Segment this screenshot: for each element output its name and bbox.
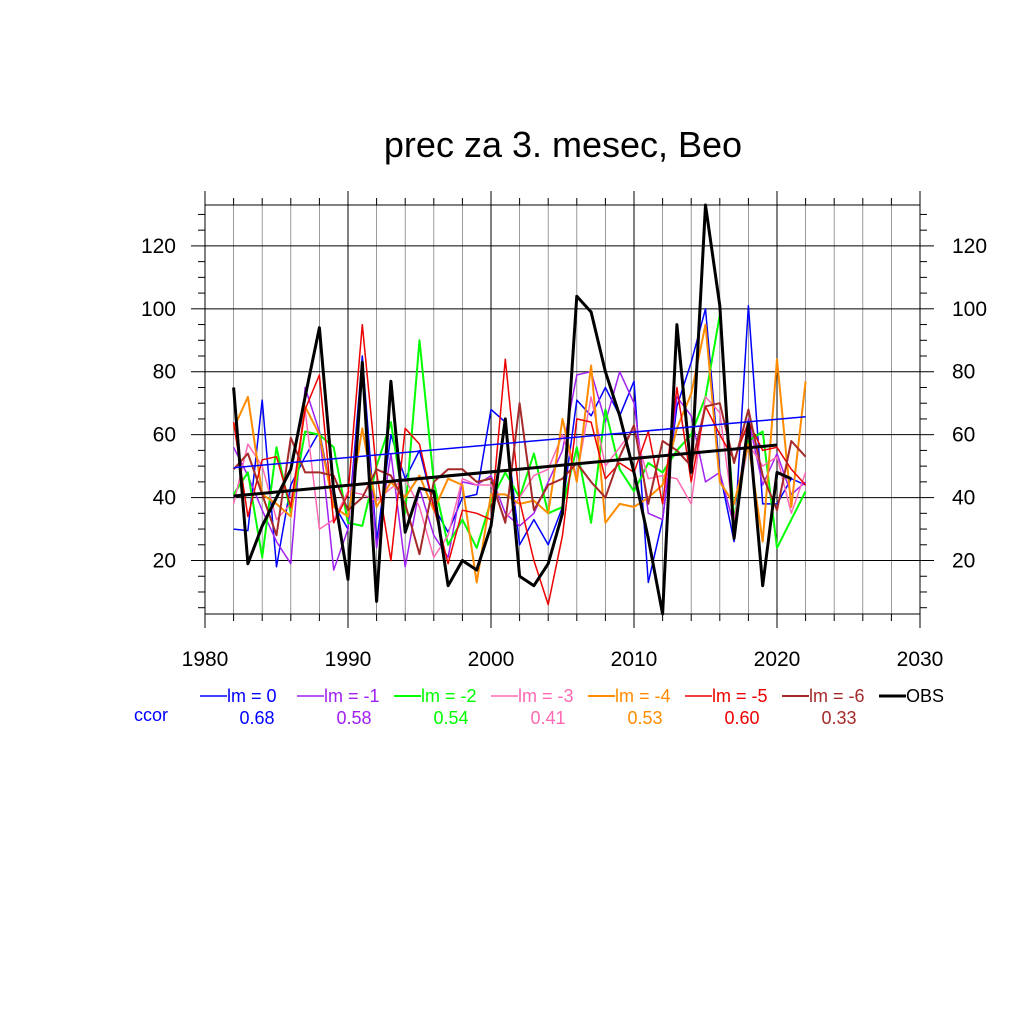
y-tick-label-left: 20: [153, 550, 176, 573]
x-tick-label: 2020: [754, 648, 801, 671]
y-tick-label-left: 100: [141, 298, 176, 321]
ccor-value-5: 0.60: [724, 708, 759, 728]
ccor-value-4: 0.53: [627, 708, 662, 728]
axis-ticks: [191, 191, 934, 628]
series-line-6: [232, 402, 807, 556]
plot-frame: [204, 204, 921, 615]
legend-entry-5: lm = -5: [712, 686, 768, 706]
trend-line-1: [233, 443, 778, 498]
y-tick-label-right: 60: [952, 424, 975, 447]
series-line-1: [232, 370, 807, 571]
ccor-label: ccor: [134, 705, 168, 725]
legend-entry-2: lm = -2: [421, 686, 477, 706]
chart-title: prec za 3. mesec, Beo: [384, 124, 742, 165]
legend-entry-7: OBS: [906, 686, 944, 706]
x-tick-label: 1980: [182, 648, 229, 671]
legend-entry-4: lm = -4: [615, 686, 671, 706]
legend: ccor lm = 00.68 lm = -10.58 lm = -20.54 lm =…: [134, 686, 944, 728]
legend-entry-3: lm = -3: [518, 686, 574, 706]
y-tick-label-left: 60: [153, 424, 176, 447]
x-tick-label: 2030: [897, 648, 944, 671]
y-tick-label-right: 20: [952, 550, 975, 573]
ccor-value-1: 0.58: [336, 708, 371, 728]
x-tick-label: 2010: [611, 648, 658, 671]
x-tick-label: 1990: [325, 648, 372, 671]
legend-entry-0: lm = 0: [227, 686, 277, 706]
legend-entry-6: lm = -6: [809, 686, 865, 706]
y-tick-label-right: 80: [952, 361, 975, 384]
y-tick-label-left: 120: [141, 235, 176, 258]
series-lines: [232, 203, 807, 616]
series-line-7: [232, 203, 792, 616]
series-line-5: [232, 323, 807, 606]
trend-line-0: [233, 415, 806, 469]
ccor-value-3: 0.41: [530, 708, 565, 728]
y-tick-label-left: 80: [153, 361, 176, 384]
ccor-value-6: 0.33: [821, 708, 856, 728]
x-tick-label: 2000: [468, 648, 515, 671]
y-tick-label-right: 40: [952, 487, 975, 510]
y-tick-label-left: 40: [153, 487, 176, 510]
y-tick-label-right: 100: [952, 298, 987, 321]
ccor-value-0: 0.68: [239, 708, 274, 728]
y-tick-label-right: 120: [952, 235, 987, 258]
legend-entry-1: lm = -1: [324, 686, 380, 706]
ccor-value-2: 0.54: [433, 708, 468, 728]
